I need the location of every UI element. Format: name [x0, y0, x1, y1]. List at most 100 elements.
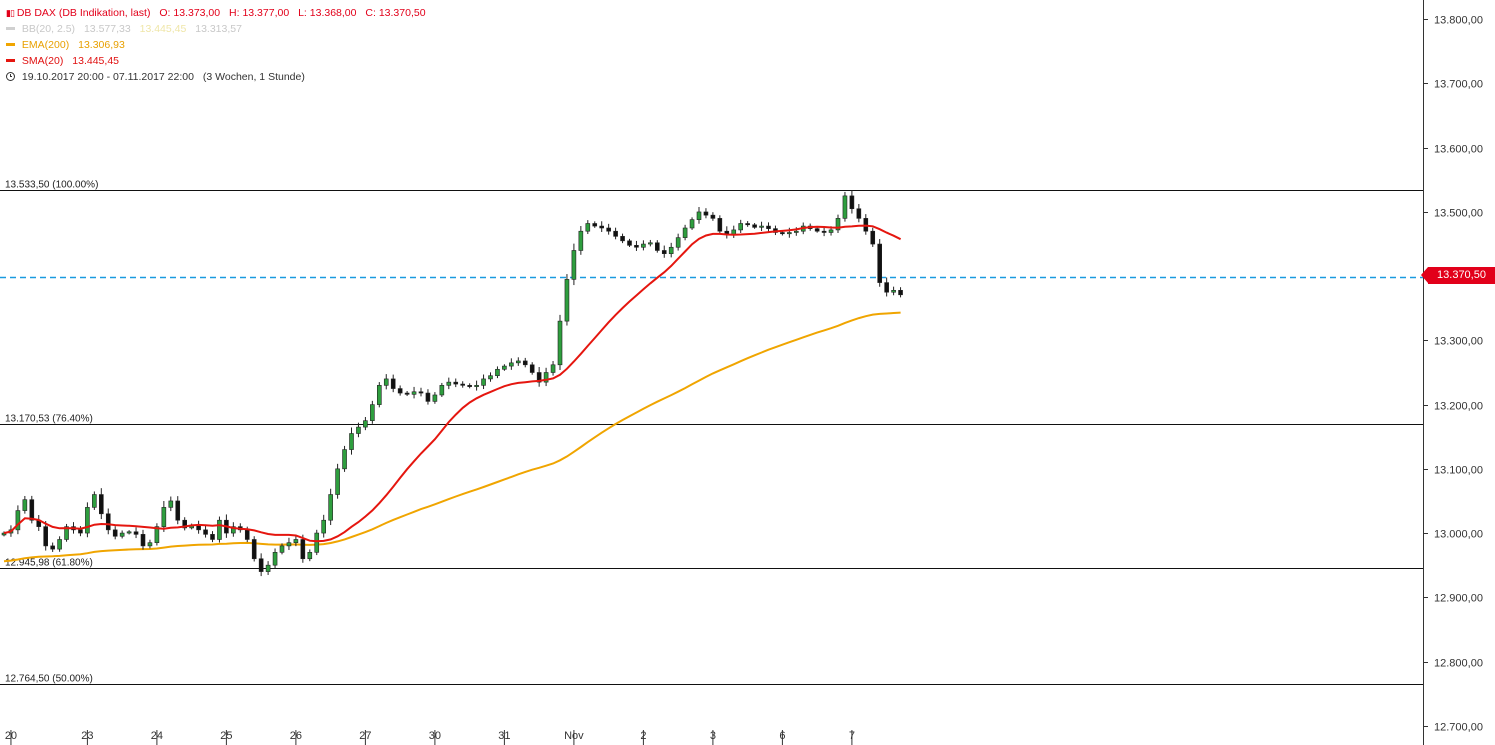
candle-body-down	[467, 385, 472, 387]
candle	[634, 240, 639, 251]
candle	[210, 531, 215, 543]
candle	[522, 357, 528, 368]
candle	[161, 501, 167, 532]
candle-body-up	[161, 507, 167, 527]
date-tick-label-3: 25	[220, 730, 232, 742]
candle-body-up	[22, 499, 28, 511]
candle-body-up	[515, 360, 521, 364]
date-tick-label-1: 23	[81, 730, 93, 742]
sma-20-line	[3, 224, 902, 543]
candle	[835, 214, 841, 234]
ema-swatch	[6, 42, 15, 46]
candle	[578, 226, 584, 255]
candle	[203, 525, 208, 538]
price-tick-label-3: 13.000,00	[1434, 529, 1483, 541]
date-tick-label-8: Nov	[564, 730, 584, 742]
fibonacci-levels: 13.533,50 (100.00%) 13.170,53 (76.40%) 12.…	[0, 180, 1423, 685]
candle	[147, 539, 153, 549]
candle	[620, 233, 625, 244]
candle-body-up	[668, 246, 674, 254]
candle	[849, 190, 855, 214]
candle-body-up	[585, 223, 591, 232]
candle-body-up	[370, 404, 375, 421]
candle	[502, 364, 507, 371]
candlestick-icon: ▮▯	[6, 8, 15, 18]
candle-body-down	[529, 364, 535, 373]
candle-body-down	[29, 499, 35, 521]
candle-body-up	[147, 542, 153, 547]
candle	[92, 491, 97, 510]
candle-body-down	[752, 224, 757, 228]
candle	[425, 389, 431, 405]
candle	[404, 391, 410, 397]
date-tick-label-6: 30	[429, 730, 441, 742]
candle-body-down	[404, 392, 410, 395]
candle-body-up	[307, 552, 313, 560]
candle	[363, 417, 368, 431]
candle-body-down	[133, 531, 139, 535]
candle	[328, 488, 333, 526]
candle-body-down	[780, 232, 785, 235]
candle-body-down	[522, 360, 528, 366]
candle-body-down	[898, 289, 903, 296]
price-tick-label-2: 12.900,00	[1434, 593, 1483, 605]
legend-ema-row: EMA(200) 13.306,93	[6, 37, 426, 53]
candle	[119, 530, 125, 539]
price-tick-label-4: 13.100,00	[1434, 465, 1483, 477]
candle-body-down	[821, 230, 827, 233]
candle	[481, 374, 486, 390]
candle-body-up	[550, 364, 556, 373]
candle	[439, 382, 445, 397]
candle-body-up	[321, 519, 327, 534]
candle-body-up	[828, 229, 834, 233]
candle	[182, 517, 187, 531]
candle-body-up	[411, 391, 417, 395]
candle	[99, 488, 104, 520]
candle-body-down	[745, 223, 750, 226]
candle-body-up	[272, 552, 278, 566]
candle-body-up	[314, 532, 320, 553]
candle-body-down	[536, 372, 542, 383]
candle	[196, 520, 201, 534]
candle	[64, 523, 69, 542]
candle	[376, 382, 382, 408]
candle	[50, 542, 55, 552]
candle	[585, 220, 591, 235]
candle	[717, 215, 723, 234]
candle	[536, 367, 542, 387]
candle	[495, 366, 500, 379]
range-period: 19.10.2017 20:00 - 07.11.2017 22:00	[21, 71, 194, 83]
candle-body-up	[793, 230, 799, 233]
sma-20-path	[3, 224, 902, 543]
candle	[509, 358, 514, 370]
candle-body-up	[439, 385, 445, 396]
candle	[467, 383, 472, 389]
date-tick-label-9: 2	[640, 730, 646, 742]
price-tick-label-11: 13.800,00	[1434, 15, 1483, 27]
candle	[627, 238, 632, 247]
candle	[57, 536, 62, 552]
candle	[474, 380, 479, 391]
candle	[863, 214, 869, 235]
candle	[279, 543, 285, 555]
candle-body-up	[738, 223, 744, 231]
candle	[231, 522, 236, 537]
last-price-tag: 13.370,50	[1421, 267, 1495, 284]
candle-body-down	[884, 282, 889, 293]
candle	[648, 239, 653, 247]
candle-body-down	[112, 529, 118, 537]
fib-label-0: 13.533,50 (100.00%)	[5, 180, 98, 191]
sma-value: 13.445,45	[72, 55, 119, 67]
candle	[668, 242, 674, 258]
date-tick-label-12: 7	[849, 730, 855, 742]
candle-body-up	[474, 385, 479, 387]
fib-label-2: 12.945,98 (61.80%)	[5, 558, 93, 569]
candle	[488, 372, 493, 382]
candle-body-up	[126, 531, 132, 534]
candle-body-up	[675, 237, 681, 248]
candle	[661, 245, 667, 258]
candle-body-down	[849, 195, 855, 210]
candle	[307, 549, 313, 562]
date-tick-label-10: 3	[710, 730, 716, 742]
candle	[550, 361, 556, 376]
